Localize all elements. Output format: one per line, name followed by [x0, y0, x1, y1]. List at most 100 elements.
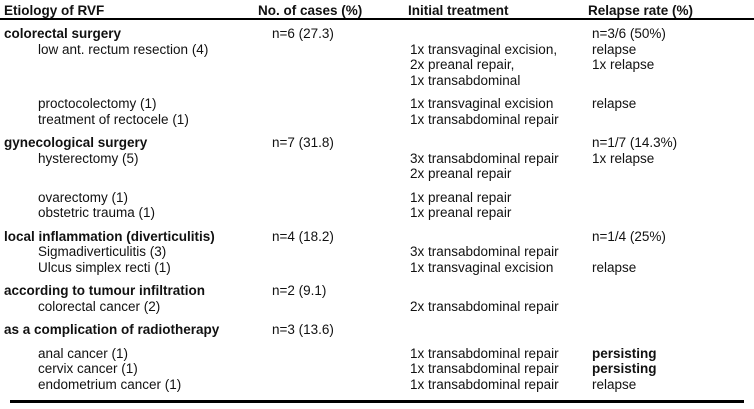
table-row: cervix cancer (1) 1x transabdominal repai… [0, 361, 754, 377]
treatment-cell: 2x transabdominal repair [410, 298, 559, 314]
cases-cell [258, 205, 408, 221]
etiology-cell: Ulcus simplex recti (1) [38, 259, 171, 275]
relapse-cell: relapse [592, 259, 637, 275]
treatment-cell: 1x transabdominal [410, 72, 521, 88]
cases-cell [258, 377, 408, 393]
relapse-cell [588, 73, 754, 89]
etiology-cell: gynecological surgery [4, 135, 148, 150]
etiology-cell: according to tumour infiltration [4, 283, 205, 298]
etiology-cell: as a complication of radiotherapy [4, 322, 220, 337]
table-row: endometrium cancer (1) 1x transabdominal … [0, 377, 754, 393]
relapse-cell: relapse [592, 96, 637, 111]
cases-cell [258, 96, 408, 112]
treatment-cell: 1x preanal repair [410, 189, 512, 205]
relapse-cell: n=3/6 (50%) [592, 26, 666, 41]
etiology-cell: Sigmadiverticulitis (3) [38, 244, 167, 259]
relapse-cell: persisting [592, 361, 657, 376]
treatment-cell: 1x transvaginal excision [410, 259, 554, 275]
table-row: 2x preanal repair [0, 166, 754, 182]
relapse-cell: relapse [592, 376, 637, 392]
cases-cell [258, 346, 408, 362]
table-row: Sigmadiverticulitis (3) 3x transabdominal… [0, 244, 754, 260]
relapse-cell: persisting [592, 345, 657, 361]
cases-cell [258, 361, 408, 377]
cases-cell [258, 42, 408, 58]
table-row: 1x transabdominal [0, 73, 754, 89]
table-row: anal cancer (1) 1x transabdominal repair p… [0, 346, 754, 362]
etiology-cell: treatment of rectocele (1) [38, 111, 189, 127]
relapse-cell: 1x relapse [592, 57, 655, 72]
treatment-cell: 1x transabdominal repair [410, 345, 559, 361]
relapse-cell [588, 322, 754, 338]
cases-cell: n=3 (13.6) [272, 322, 334, 337]
treatment-cell: 2x preanal repair, [410, 57, 515, 72]
etiology-cell: hysterectomy (5) [38, 150, 139, 166]
treatment-cell: 2x preanal repair [410, 166, 512, 181]
treatment-cell [408, 26, 588, 42]
cases-cell [258, 166, 408, 182]
etiology-cell [0, 166, 258, 182]
table-row: low ant. rectum resection (4) 1x transvag… [0, 42, 754, 58]
treatment-cell [408, 135, 588, 151]
table-row: 2x preanal repair, 1x relapse [0, 57, 754, 73]
cases-cell [258, 260, 408, 276]
column-header-treatment: Initial treatment [408, 3, 509, 18]
etiology-cell: cervix cancer (1) [38, 361, 138, 376]
cases-cell [258, 299, 408, 315]
table-row: colorectal cancer (2) 2x transabdominal r… [0, 299, 754, 315]
table-row: obstetric trauma (1) 1x preanal repair [0, 205, 754, 221]
table-row: ovarectomy (1) 1x preanal repair [0, 190, 754, 206]
etiology-cell [0, 73, 258, 89]
etiology-cell: proctocolectomy (1) [38, 96, 157, 111]
etiology-cell: local inflammation (diverticulitis) [4, 228, 215, 244]
treatment-cell: 1x transvaginal excision [410, 96, 554, 111]
relapse-cell [588, 205, 754, 221]
cases-cell: n=2 (9.1) [272, 283, 327, 298]
relapse-cell [588, 166, 754, 182]
table-row-section: colorectal surgery n=6 (27.3) n=3/6 (50%) [0, 26, 754, 42]
treatment-cell: 3x transabdominal repair [410, 244, 559, 259]
column-header-relapse: Relapse rate (%) [588, 3, 694, 18]
relapse-cell [588, 112, 754, 128]
etiology-cell [0, 57, 258, 73]
treatment-cell [408, 283, 588, 299]
etiology-cell: colorectal cancer (2) [38, 298, 161, 314]
table-body: colorectal surgery n=6 (27.3) n=3/6 (50%) l… [0, 26, 754, 392]
table-row-section: as a complication of radiotherapy n=3 (13… [0, 322, 754, 338]
cases-cell [258, 190, 408, 206]
cases-cell: n=4 (18.2) [272, 228, 334, 244]
etiology-cell: anal cancer (1) [38, 345, 129, 361]
cases-cell [258, 244, 408, 260]
treatment-cell [408, 322, 588, 338]
treatment-cell: 3x transabdominal repair [410, 150, 559, 166]
etiology-cell: colorectal surgery [4, 26, 122, 41]
column-header-cases: No. of cases (%) [258, 3, 363, 18]
table-row-section: according to tumour infiltration n=2 (9.1… [0, 283, 754, 299]
table-header-row: Etiology of RVF No. of cases (%) Initial… [0, 0, 754, 20]
table-row: treatment of rectocele (1) 1x transabdomi… [0, 112, 754, 128]
table-row: hysterectomy (5) 3x transabdominal repair… [0, 151, 754, 167]
column-header-etiology: Etiology of RVF [4, 3, 105, 18]
etiology-cell: ovarectomy (1) [38, 189, 129, 205]
relapse-cell: 1x relapse [592, 150, 655, 166]
etiology-cell: obstetric trauma (1) [38, 205, 156, 220]
table-row-section: gynecological surgery n=7 (31.8) n=1/7 (14… [0, 135, 754, 151]
cases-cell: n=6 (27.3) [272, 26, 334, 41]
cases-cell [258, 112, 408, 128]
cases-cell [258, 151, 408, 167]
table-row: proctocolectomy (1) 1x transvaginal excis… [0, 96, 754, 112]
relapse-cell: n=1/7 (14.3%) [592, 135, 678, 150]
bottom-rule [10, 400, 744, 403]
treatment-cell: 1x transvaginal excision, [410, 41, 558, 57]
etiology-cell: endometrium cancer (1) [38, 376, 182, 392]
relapse-cell [588, 299, 754, 315]
relapse-cell [588, 283, 754, 299]
relapse-cell: n=1/4 (25%) [592, 228, 666, 244]
relapse-cell: relapse [592, 41, 637, 57]
etiology-cell: low ant. rectum resection (4) [38, 41, 209, 57]
relapse-cell [588, 244, 754, 260]
treatment-cell [408, 229, 588, 245]
table-row: Ulcus simplex recti (1) 1x transvaginal e… [0, 260, 754, 276]
cases-cell: n=7 (31.8) [272, 135, 334, 150]
